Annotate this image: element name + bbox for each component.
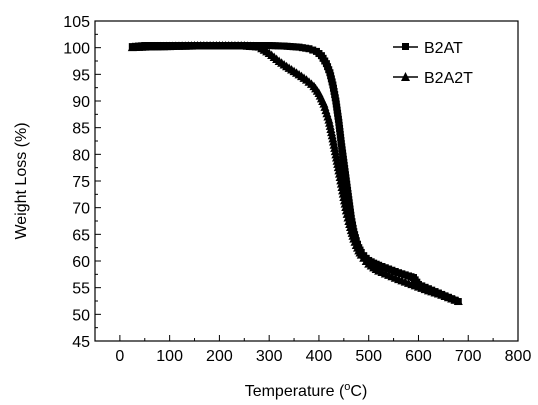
data-point-triangle <box>341 202 351 211</box>
x-tick-label: 0 <box>115 348 124 365</box>
data-point-square <box>305 45 313 53</box>
y-tick-label: 45 <box>72 334 90 351</box>
data-point-triangle <box>334 165 344 175</box>
data-point-triangle <box>453 296 463 305</box>
y-tick-label: 100 <box>63 41 90 58</box>
y-tick-label: 95 <box>72 67 90 84</box>
x-tick-label: 400 <box>306 348 333 365</box>
series-line <box>132 44 459 303</box>
x-tick-label: 800 <box>505 348 532 365</box>
data-point-triangle <box>336 175 346 185</box>
x-tick-label: 500 <box>355 348 382 365</box>
y-tick-label: 85 <box>72 121 90 138</box>
legend: B2AT B2A2T <box>393 40 473 87</box>
x-axis-label-text: Temperature <box>245 383 335 400</box>
series-line <box>132 44 459 302</box>
legend-marker-triangle <box>401 72 410 81</box>
x-tick-label: 600 <box>405 348 432 365</box>
y-axis-label: Weight Loss (%) <box>13 122 30 239</box>
legend-label-b2a2t: B2A2T <box>424 70 473 87</box>
y-tick-label: 75 <box>72 174 90 191</box>
data-point-triangle <box>337 182 347 191</box>
data-point-triangle <box>338 185 348 195</box>
series-b2a2t <box>127 41 463 305</box>
data-point-triangle <box>334 169 344 178</box>
y-tick-label: 55 <box>72 281 90 298</box>
series-b2at <box>128 42 462 306</box>
x-axis-unit-sup: o <box>344 381 350 393</box>
x-axis-unit-close: C) <box>350 383 367 400</box>
legend-entry-b2at: B2AT <box>393 40 463 57</box>
x-tick-label: 300 <box>256 348 283 365</box>
data-point-triangle <box>335 172 345 181</box>
data-point-triangle <box>338 189 348 198</box>
x-tick-label: 200 <box>206 348 233 365</box>
y-tick-label: 90 <box>72 94 90 111</box>
legend-label-b2at: B2AT <box>424 40 463 57</box>
legend-entry-b2a2t: B2A2T <box>393 70 473 87</box>
data-point-triangle <box>339 192 349 201</box>
series-layer <box>127 41 463 306</box>
axis-ticks <box>94 20 519 342</box>
y-tick-label: 65 <box>72 227 90 244</box>
data-point-triangle <box>336 179 346 188</box>
data-point-triangle <box>339 195 349 205</box>
plot-frame <box>94 20 519 342</box>
data-point-square <box>309 46 317 54</box>
x-tick-label: 100 <box>156 348 183 365</box>
data-point-triangle <box>340 199 350 208</box>
legend-marker-square <box>402 43 409 50</box>
x-axis-unit-open: ( <box>339 383 345 400</box>
y-tick-label: 105 <box>63 14 90 31</box>
x-tick-label: 700 <box>455 348 482 365</box>
y-tick-label: 60 <box>72 254 90 271</box>
x-axis-label: Temperature (oC) <box>245 381 368 400</box>
tick-labels: 0 100 200 300 400 500 600 700 800 45 50 55 60 65 70 75 8… <box>63 14 531 365</box>
y-tick-label: 50 <box>72 307 90 324</box>
y-tick-label: 70 <box>72 201 90 218</box>
y-tick-label: 80 <box>72 147 90 164</box>
